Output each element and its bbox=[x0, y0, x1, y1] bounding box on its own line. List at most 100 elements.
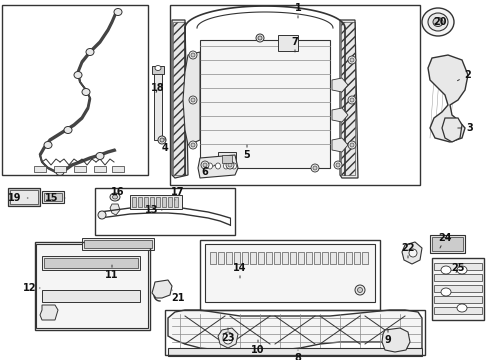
Bar bbox=[132, 197, 136, 207]
Bar bbox=[242, 252, 248, 264]
Ellipse shape bbox=[189, 141, 197, 149]
Ellipse shape bbox=[428, 13, 448, 31]
Bar bbox=[314, 252, 320, 264]
Bar bbox=[168, 197, 172, 207]
Bar bbox=[84, 240, 152, 248]
Ellipse shape bbox=[350, 143, 354, 147]
Ellipse shape bbox=[358, 288, 363, 292]
Text: 15: 15 bbox=[45, 193, 65, 203]
Ellipse shape bbox=[409, 249, 417, 257]
Bar bbox=[165, 310, 425, 355]
Bar bbox=[144, 197, 148, 207]
Text: 17: 17 bbox=[171, 187, 185, 200]
Bar bbox=[250, 252, 256, 264]
Bar bbox=[42, 256, 140, 270]
Ellipse shape bbox=[348, 141, 356, 149]
Text: 5: 5 bbox=[244, 145, 250, 160]
Polygon shape bbox=[172, 20, 188, 178]
Bar bbox=[130, 195, 182, 209]
Ellipse shape bbox=[158, 136, 166, 144]
Ellipse shape bbox=[110, 193, 120, 201]
Ellipse shape bbox=[441, 288, 451, 296]
Ellipse shape bbox=[336, 163, 340, 167]
Bar bbox=[298, 252, 304, 264]
Polygon shape bbox=[332, 138, 348, 152]
Polygon shape bbox=[218, 328, 238, 348]
Bar bbox=[138, 197, 142, 207]
Bar bbox=[200, 240, 380, 310]
Bar bbox=[156, 197, 160, 207]
Ellipse shape bbox=[223, 163, 228, 169]
Text: 18: 18 bbox=[151, 83, 165, 93]
Bar bbox=[266, 252, 272, 264]
Bar bbox=[218, 152, 236, 166]
Text: 3: 3 bbox=[458, 123, 473, 133]
Ellipse shape bbox=[203, 163, 207, 167]
Ellipse shape bbox=[286, 40, 291, 45]
Bar bbox=[226, 252, 232, 264]
Text: 8: 8 bbox=[294, 350, 301, 360]
Bar bbox=[434, 285, 482, 292]
Ellipse shape bbox=[311, 164, 319, 172]
Ellipse shape bbox=[334, 161, 342, 169]
Polygon shape bbox=[340, 20, 358, 178]
Ellipse shape bbox=[64, 126, 72, 134]
Bar bbox=[274, 252, 280, 264]
Text: 14: 14 bbox=[233, 263, 247, 278]
Ellipse shape bbox=[348, 56, 356, 64]
Bar bbox=[346, 252, 352, 264]
Text: 4: 4 bbox=[162, 138, 169, 153]
Ellipse shape bbox=[113, 195, 118, 199]
Polygon shape bbox=[428, 55, 468, 142]
Bar bbox=[94, 166, 106, 172]
Ellipse shape bbox=[283, 38, 293, 48]
Bar bbox=[154, 70, 162, 140]
Bar bbox=[432, 237, 463, 251]
Ellipse shape bbox=[422, 8, 454, 36]
Text: 22: 22 bbox=[401, 243, 415, 258]
Text: 24: 24 bbox=[438, 233, 452, 248]
Bar bbox=[205, 244, 375, 302]
Bar bbox=[82, 238, 154, 250]
Ellipse shape bbox=[350, 58, 354, 62]
Bar bbox=[170, 5, 420, 185]
Text: 11: 11 bbox=[105, 265, 119, 280]
Bar bbox=[162, 197, 166, 207]
Ellipse shape bbox=[313, 166, 317, 170]
Text: 12: 12 bbox=[23, 283, 40, 293]
Bar bbox=[338, 252, 344, 264]
Bar bbox=[258, 252, 264, 264]
Ellipse shape bbox=[441, 266, 451, 274]
Bar bbox=[173, 22, 185, 175]
Text: 2: 2 bbox=[458, 70, 471, 81]
Ellipse shape bbox=[355, 285, 365, 295]
Polygon shape bbox=[382, 328, 410, 352]
Bar bbox=[218, 252, 224, 264]
Ellipse shape bbox=[191, 143, 195, 147]
Bar bbox=[362, 252, 368, 264]
Polygon shape bbox=[152, 280, 172, 298]
Text: 25: 25 bbox=[451, 263, 465, 273]
Ellipse shape bbox=[155, 66, 161, 71]
Text: 7: 7 bbox=[292, 37, 298, 52]
Ellipse shape bbox=[189, 96, 197, 104]
Polygon shape bbox=[183, 52, 200, 145]
Bar bbox=[210, 252, 216, 264]
Text: 13: 13 bbox=[145, 205, 162, 215]
Bar bbox=[322, 252, 328, 264]
Ellipse shape bbox=[82, 89, 90, 95]
Polygon shape bbox=[442, 118, 462, 142]
Text: 20: 20 bbox=[433, 17, 447, 27]
Bar bbox=[35, 242, 150, 330]
Text: 19: 19 bbox=[8, 193, 28, 203]
Bar bbox=[112, 166, 124, 172]
Bar bbox=[42, 191, 64, 203]
Bar bbox=[430, 235, 465, 253]
Bar bbox=[234, 252, 240, 264]
Bar bbox=[354, 252, 360, 264]
Ellipse shape bbox=[223, 332, 233, 344]
Ellipse shape bbox=[457, 304, 467, 312]
Bar bbox=[330, 252, 336, 264]
Text: 1: 1 bbox=[294, 3, 301, 18]
Bar bbox=[42, 290, 140, 302]
